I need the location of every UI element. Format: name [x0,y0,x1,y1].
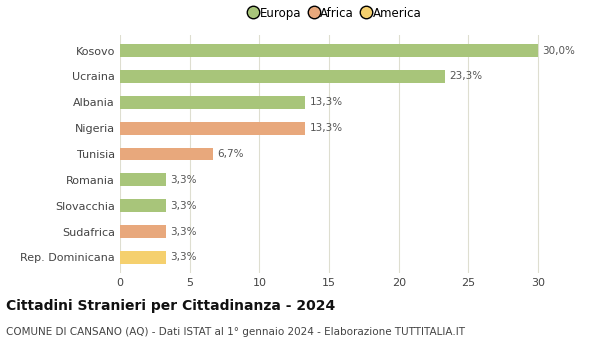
Bar [120,44,538,57]
Text: 13,3%: 13,3% [310,123,343,133]
Text: 3,3%: 3,3% [170,201,197,211]
Text: 3,3%: 3,3% [170,226,197,237]
Text: 23,3%: 23,3% [449,71,482,82]
Text: Cittadini Stranieri per Cittadinanza - 2024: Cittadini Stranieri per Cittadinanza - 2… [6,299,335,313]
Legend: Europa, Africa, America: Europa, Africa, America [245,2,427,24]
Bar [120,251,166,264]
Text: 3,3%: 3,3% [170,175,197,185]
Text: 3,3%: 3,3% [170,252,197,262]
Text: COMUNE DI CANSANO (AQ) - Dati ISTAT al 1° gennaio 2024 - Elaborazione TUTTITALIA: COMUNE DI CANSANO (AQ) - Dati ISTAT al 1… [6,327,465,337]
Bar [120,122,305,135]
Bar [120,199,166,212]
Text: 30,0%: 30,0% [542,46,575,56]
Bar [120,148,214,160]
Text: 6,7%: 6,7% [218,149,244,159]
Bar [120,173,166,186]
Bar [120,225,166,238]
Text: 13,3%: 13,3% [310,97,343,107]
Bar [120,70,445,83]
Bar [120,96,305,109]
